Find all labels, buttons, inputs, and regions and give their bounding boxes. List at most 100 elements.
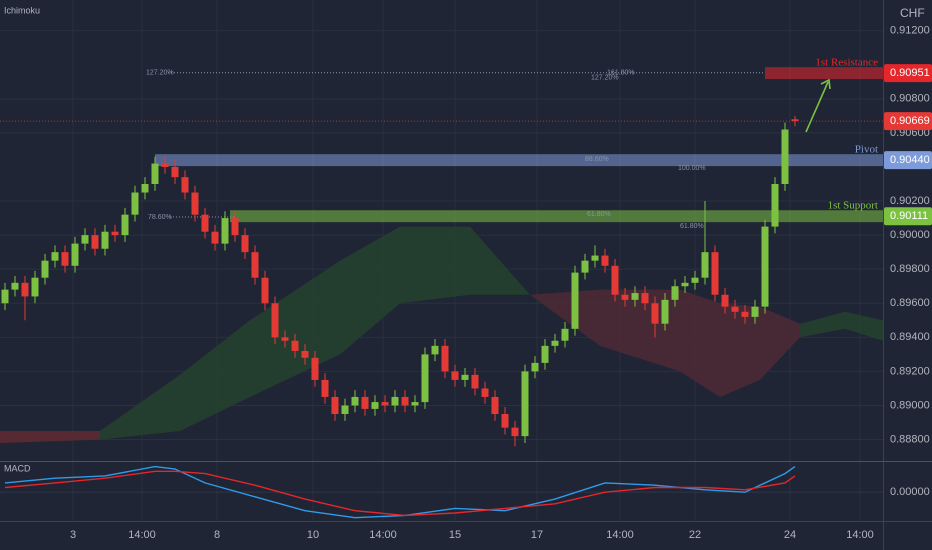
candle-body <box>751 306 759 317</box>
fib-label: 127.20% <box>591 75 619 82</box>
candle-body <box>721 294 729 307</box>
cloud <box>100 226 530 440</box>
level-band <box>155 154 883 167</box>
candle-body <box>41 260 49 278</box>
x-tick-label: 24 <box>784 529 796 541</box>
y-tick-label: 0.89400 <box>890 331 930 343</box>
candle-body <box>761 226 769 307</box>
candle-body <box>111 231 119 236</box>
candle-body <box>621 294 629 300</box>
candle-body <box>741 311 749 317</box>
candle-body <box>711 252 719 295</box>
candle-body <box>181 177 189 193</box>
candle-body <box>391 396 399 406</box>
candle-body <box>401 396 409 406</box>
candle-body <box>571 272 579 329</box>
candle-body <box>121 214 129 236</box>
candle-body <box>211 231 219 244</box>
candle-body <box>541 345 549 363</box>
y-tick-label: 0.89800 <box>890 263 930 275</box>
candle-body <box>201 214 209 232</box>
candle-body <box>231 218 239 236</box>
candle-body <box>431 345 439 355</box>
candle-body <box>101 231 109 249</box>
candle-body <box>91 235 99 249</box>
candle-body <box>241 235 249 253</box>
candle-body <box>491 396 499 414</box>
candle-body <box>141 184 149 193</box>
candle-body <box>291 340 299 351</box>
fib-label: 61.80% <box>587 211 611 218</box>
candle-body <box>701 252 709 278</box>
fib-label: 161.80% <box>607 70 635 77</box>
level-name: 1st Resistance <box>815 57 878 69</box>
level-name: Pivot <box>855 144 878 156</box>
candle-body <box>681 282 689 287</box>
candle-body <box>351 396 359 406</box>
y-tick-label: 0.90000 <box>890 229 930 241</box>
level-band <box>765 67 883 80</box>
candle-body <box>321 379 329 397</box>
candle-body <box>481 388 489 397</box>
y-tick-label: 0.88800 <box>890 433 930 445</box>
candle-body <box>281 337 289 341</box>
level-name: 1st Support <box>828 200 878 212</box>
arrow-head <box>820 78 831 90</box>
x-tick-label: 14:00 <box>606 529 634 541</box>
candle-body <box>81 235 89 244</box>
level-price-box <box>884 151 932 170</box>
candle-body <box>301 350 309 358</box>
y-tick-label: 0.90200 <box>890 195 930 207</box>
currency-label: CHF <box>900 6 925 20</box>
candle-body <box>371 402 379 409</box>
fib-label: 127.20% <box>146 70 174 77</box>
level-price-label: 0.90951 <box>890 67 930 79</box>
fib-label: 88.60% <box>585 156 609 163</box>
candle-body <box>51 252 59 261</box>
candle-body <box>551 340 559 346</box>
x-tick-label: 14:00 <box>846 529 874 541</box>
x-tick-label: 14:00 <box>369 529 397 541</box>
x-tick-label: 14:00 <box>128 529 156 541</box>
candle-body <box>471 374 479 389</box>
candle-body <box>21 282 29 297</box>
x-tick-label: 10 <box>307 529 319 541</box>
candle-body <box>361 396 369 409</box>
indicator-label: Ichimoku <box>4 5 40 15</box>
candle-body <box>611 265 619 295</box>
candle-body <box>651 303 659 324</box>
candle-body <box>601 255 609 266</box>
fib-label: 61.80% <box>680 223 704 230</box>
macd-tick-label: 0.00000 <box>890 486 930 498</box>
candle-body <box>441 345 449 372</box>
level-price-label: 0.90111 <box>890 210 928 222</box>
candle-body <box>61 252 69 266</box>
candle-body <box>591 255 599 261</box>
x-tick-label: 15 <box>449 529 461 541</box>
candle-body <box>731 306 739 312</box>
candle-body <box>1 289 9 304</box>
y-tick-label: 0.91200 <box>890 25 930 37</box>
candle-body <box>331 396 339 414</box>
candle-body <box>271 303 279 338</box>
candle-body <box>451 371 459 380</box>
x-tick-label: 22 <box>689 529 701 541</box>
candle-body <box>771 184 779 227</box>
candle-body <box>161 163 169 167</box>
level-price-box <box>884 207 932 226</box>
plot: 127.20% 161.80%127.20%88.60%100.00%78.60%… <box>0 0 883 521</box>
candle-body <box>381 402 389 406</box>
arrow <box>805 81 829 133</box>
candle-body <box>171 166 179 178</box>
last-price-box <box>884 112 932 131</box>
candle-body <box>131 192 139 215</box>
candle-body <box>11 282 19 290</box>
y-tick-label: 0.90800 <box>890 93 930 105</box>
candle-body <box>31 277 39 297</box>
y-tick-label: 0.89600 <box>890 297 930 309</box>
macd-line <box>4 470 796 517</box>
candle-body <box>641 293 649 304</box>
candle-body <box>421 354 429 403</box>
candle-body <box>191 192 199 215</box>
